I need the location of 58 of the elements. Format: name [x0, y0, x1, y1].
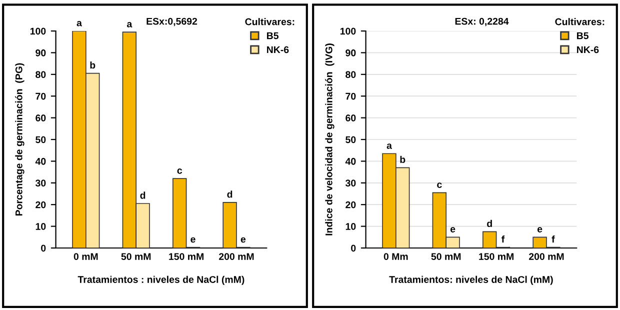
- x-tick-label: 150 mM: [169, 253, 204, 260]
- legend-label: NK-6: [577, 46, 599, 54]
- x-tick-label: 150 mM: [479, 253, 514, 260]
- data-label: f: [502, 236, 505, 243]
- data-label: a: [76, 20, 82, 26]
- legend-label: B5: [267, 32, 279, 40]
- x-axis-title: Tratamientos: niveles de NaCl (mM): [389, 276, 553, 285]
- y-tick-label: 10: [36, 223, 46, 230]
- y-tick-label: 20: [36, 201, 46, 208]
- x-tick-label: 200 mM: [218, 253, 254, 260]
- data-label: d: [487, 220, 492, 228]
- y-tick-label: 50: [346, 136, 356, 144]
- x-tick-label: 200 mM: [528, 253, 564, 260]
- y-tick-label: 40: [35, 158, 46, 165]
- text: ESx:0,5692: [146, 18, 198, 26]
- data-label: e: [240, 237, 246, 243]
- y-tick-label: 30: [345, 180, 356, 187]
- data-label: e: [450, 227, 456, 232]
- data-label: d: [227, 190, 232, 198]
- data-label: c: [177, 168, 182, 174]
- legend-title: Cultivares:: [245, 18, 294, 26]
- data-label: e: [190, 237, 196, 243]
- x-axis-title: Tratamientos : niveles de NaCl (mM): [78, 276, 244, 285]
- y-tick-label: 90: [36, 49, 46, 56]
- y-tick-label: 100: [340, 28, 356, 35]
- data-label: a: [386, 144, 392, 149]
- y-tick-label: 60: [346, 114, 356, 122]
- y-tick-label: 30: [35, 180, 46, 187]
- text: ESx: 0,2284: [455, 18, 509, 26]
- data-label: b: [400, 156, 406, 164]
- y-tick-label: 70: [346, 92, 356, 100]
- x-tick-label: 50 mM: [121, 253, 151, 260]
- x-tick-label: 0 mM: [74, 253, 98, 260]
- y-tick-label: 40: [345, 158, 356, 165]
- x-tick-label: 50 mM: [431, 253, 461, 260]
- y-tick-label: 90: [346, 49, 356, 56]
- data-label: b: [90, 61, 96, 69]
- data-label: e: [537, 227, 542, 232]
- y-tick-label: 80: [36, 71, 46, 78]
- legend-label: B5: [577, 32, 589, 40]
- y-tick-label: 50: [36, 136, 46, 144]
- data-label: c: [437, 182, 442, 188]
- data-label: f: [552, 236, 555, 243]
- y-axis-title: Porcentage de germinación (PG): [15, 63, 24, 216]
- y-tick-label: 0: [41, 244, 46, 252]
- y-tick-label: 0: [351, 244, 356, 252]
- data-label: a: [126, 22, 132, 28]
- y-tick-label: 100: [30, 28, 46, 35]
- y-tick-label: 60: [36, 114, 46, 122]
- data-label: d: [140, 192, 146, 199]
- legend-label: NK-6: [267, 46, 289, 54]
- y-tick-label: 70: [36, 92, 46, 100]
- y-tick-label: 10: [346, 223, 356, 230]
- y-tick-label: 80: [346, 71, 356, 78]
- y-axis-title: Indice de velocidad de germinación (IVG): [325, 44, 334, 236]
- legend-title: Cultivares:: [555, 18, 604, 26]
- x-tick-label: 0 Mm: [384, 253, 408, 260]
- y-tick-label: 20: [346, 201, 356, 208]
